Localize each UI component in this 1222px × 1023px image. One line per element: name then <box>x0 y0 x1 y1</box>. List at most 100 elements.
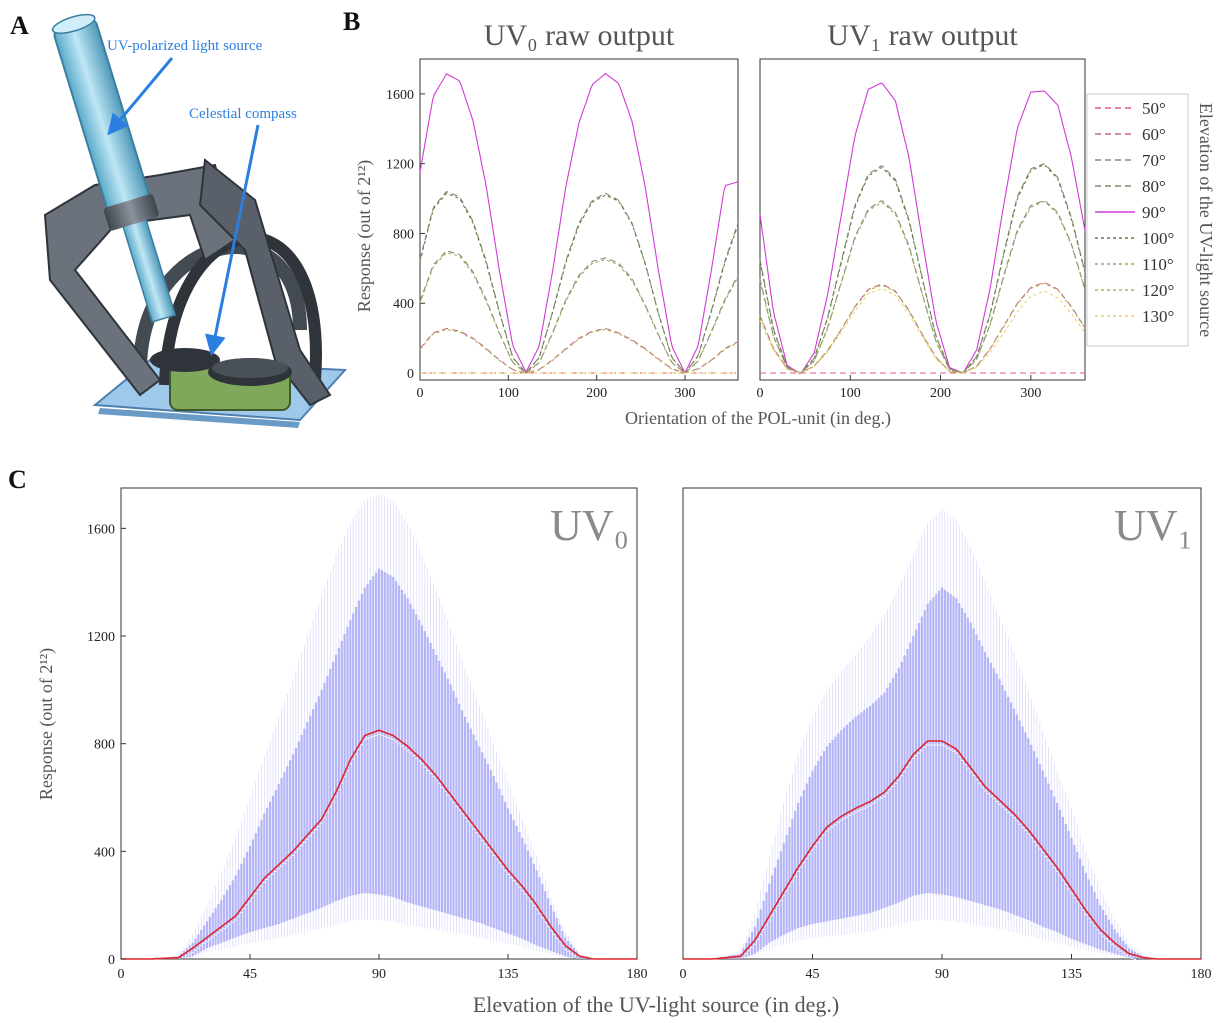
box <box>472 734 475 922</box>
box <box>820 756 823 923</box>
chart-title: UV₁ raw output <box>827 19 1018 52</box>
box <box>984 652 987 906</box>
box <box>478 746 481 923</box>
box <box>848 722 852 918</box>
box <box>349 619 352 896</box>
box <box>435 654 438 911</box>
box <box>317 696 320 909</box>
x-tick-label: 300 <box>1020 386 1041 401</box>
box <box>360 594 363 894</box>
mean-line <box>683 740 1201 960</box>
legend-label: 90° <box>1142 203 1166 222</box>
chart-uv1-raw-output: UV₁ raw output 0 100 200 300 <box>757 19 1086 401</box>
box <box>418 619 421 906</box>
box <box>432 648 435 910</box>
legend-label: 130° <box>1142 307 1174 326</box>
box <box>340 640 343 899</box>
box <box>277 784 280 925</box>
box <box>825 746 828 922</box>
c-ylabel: Response (out of 2¹²) <box>36 648 57 800</box>
box <box>214 908 217 946</box>
box <box>337 647 340 901</box>
box <box>403 594 406 902</box>
box <box>300 735 303 916</box>
legend-box <box>1086 93 1189 347</box>
box <box>303 728 306 915</box>
box <box>822 751 826 922</box>
series-line-90deg <box>759 82 1086 375</box>
box <box>883 692 886 908</box>
box <box>231 880 234 939</box>
b-xlabel: Orientation of the POL-unit (in deg.) <box>625 408 891 429</box>
box <box>877 697 880 911</box>
box <box>446 678 449 914</box>
box <box>266 807 269 928</box>
box <box>392 576 395 898</box>
chart-title: UV₁ <box>1114 501 1193 550</box>
box <box>363 587 366 894</box>
box <box>975 634 978 903</box>
box <box>240 863 243 936</box>
box <box>326 675 329 906</box>
box <box>791 819 794 931</box>
box <box>986 657 990 906</box>
box <box>343 633 346 898</box>
box <box>440 666 444 913</box>
box <box>1009 702 1013 914</box>
annotation-light-source: UV-polarized light source <box>107 38 263 54</box>
box <box>377 568 381 895</box>
box <box>409 603 412 904</box>
box <box>423 631 426 908</box>
legend-label: 80° <box>1142 177 1166 196</box>
box <box>952 596 955 897</box>
annotation-compass: Celestial compass <box>189 106 297 122</box>
b-ylabel: Response (out of 2¹²) <box>354 160 375 312</box>
box <box>1102 910 1105 951</box>
box <box>932 597 935 894</box>
box <box>234 875 237 938</box>
box <box>978 640 981 904</box>
box <box>1119 936 1122 956</box>
box <box>998 679 1001 910</box>
box <box>309 715 312 913</box>
box <box>200 929 203 952</box>
box <box>814 765 817 924</box>
box <box>866 708 869 914</box>
box <box>1084 872 1087 945</box>
box <box>535 870 538 946</box>
box <box>903 655 906 900</box>
base-plate-edge <box>98 408 300 428</box>
box <box>306 722 309 914</box>
box <box>880 695 883 909</box>
box <box>1021 726 1024 918</box>
chart-uv0-raw-output: UV₀ raw output 0 100 200 300 0 400 800 1200 1600 <box>386 19 739 401</box>
x-tick-label: 0 <box>680 967 687 982</box>
legend-title: Elevation of the UV-light source <box>1196 103 1216 337</box>
box <box>481 752 484 924</box>
box <box>346 626 349 897</box>
box <box>1104 914 1108 952</box>
x-tick-label: 300 <box>675 386 696 401</box>
box <box>785 835 788 934</box>
box <box>386 573 389 897</box>
box <box>995 673 998 909</box>
plot-frame <box>419 58 739 381</box>
box <box>854 716 857 916</box>
box <box>280 778 283 923</box>
box <box>989 662 993 907</box>
box <box>397 585 401 900</box>
x-tick-label: 0 <box>118 967 125 982</box>
frame-right-leg <box>198 158 332 407</box>
box <box>291 754 295 919</box>
box <box>518 831 521 938</box>
box <box>389 575 392 897</box>
compass-gear-left <box>150 348 220 372</box>
box <box>857 714 860 916</box>
box <box>1099 905 1102 950</box>
box <box>1110 924 1113 953</box>
box <box>961 608 964 899</box>
box <box>906 648 909 899</box>
box <box>1107 919 1111 953</box>
box <box>926 603 929 894</box>
box <box>992 668 995 908</box>
